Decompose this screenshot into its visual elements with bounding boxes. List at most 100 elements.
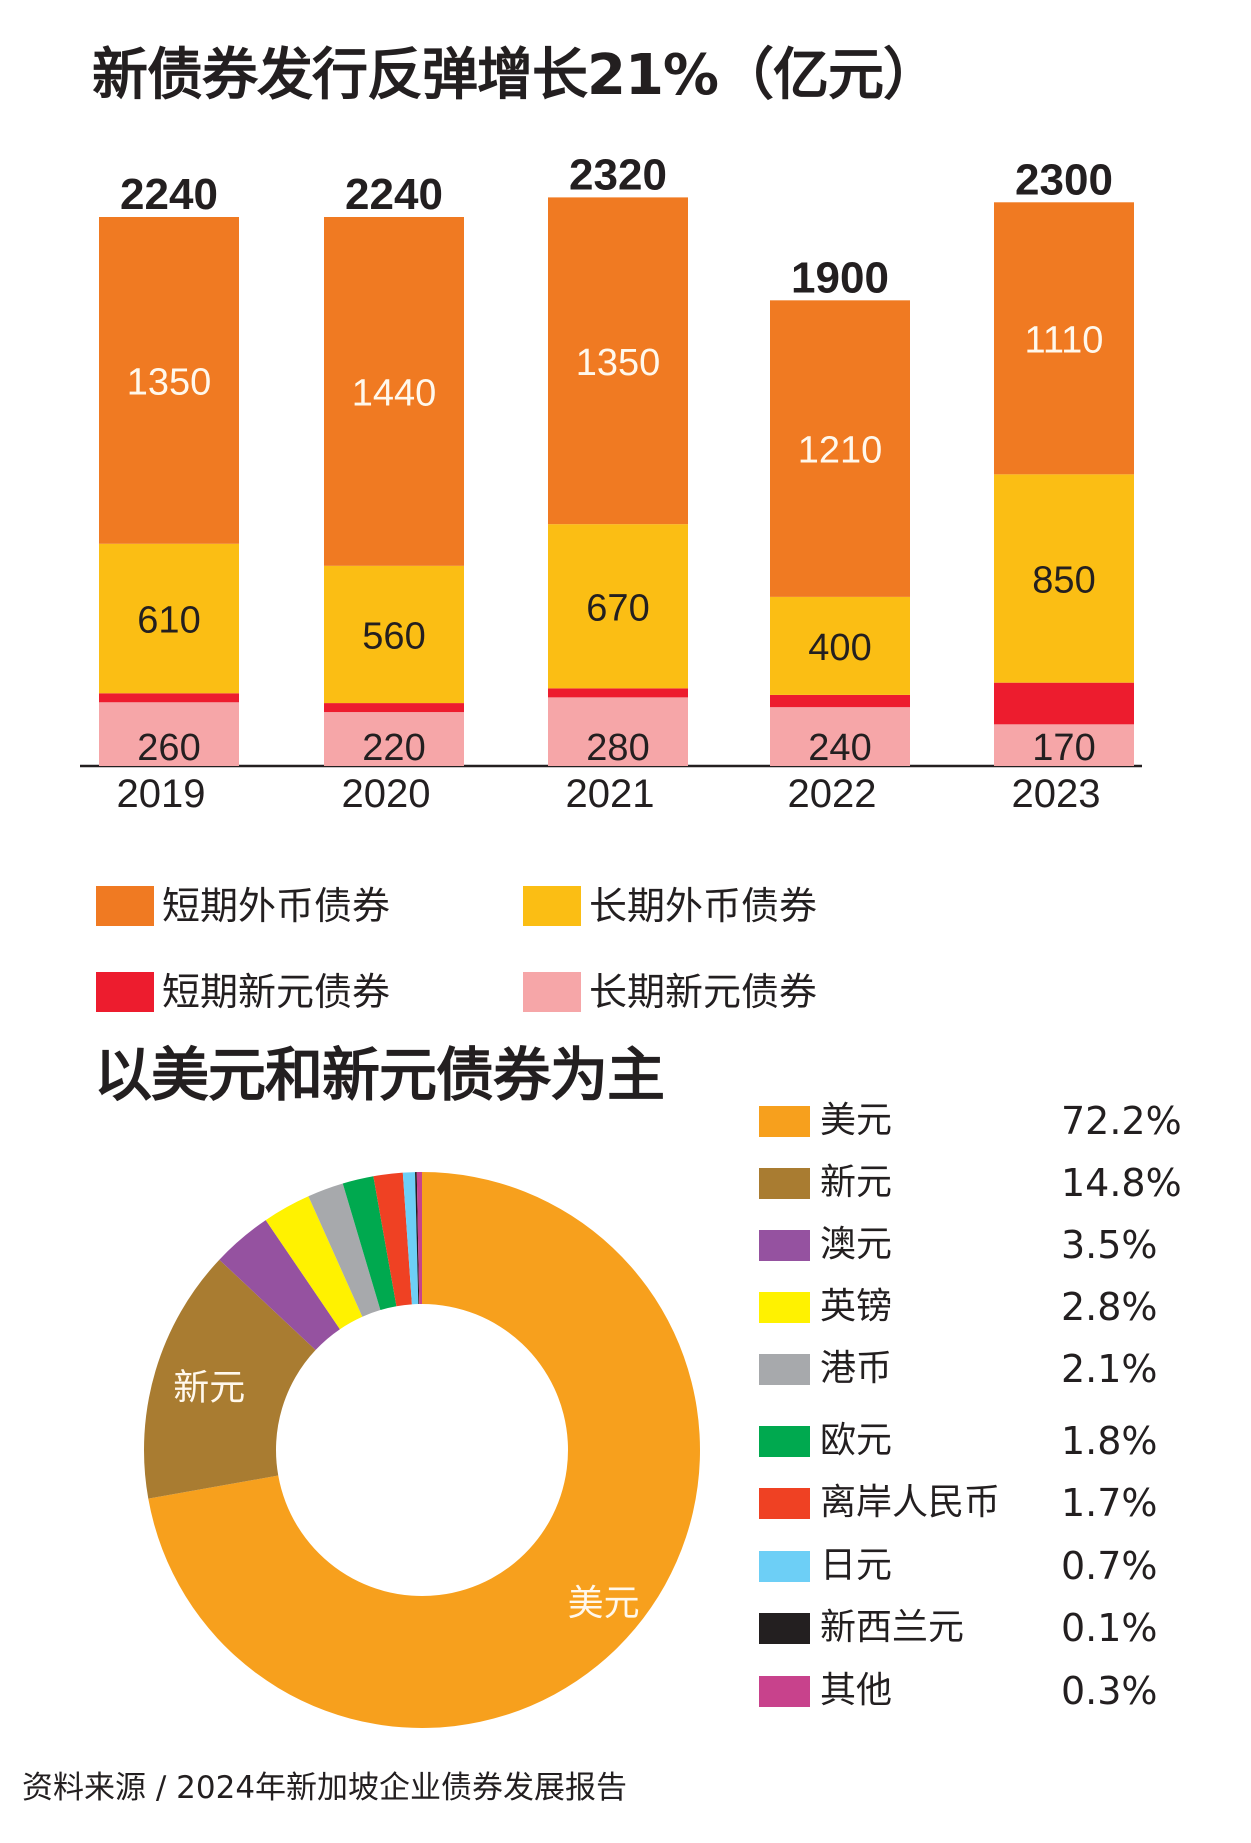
bar-segment xyxy=(770,707,910,766)
bar-total-label: 2300 xyxy=(1015,155,1113,204)
donut-legend-item: 美元 72.2% xyxy=(759,1100,1182,1141)
legend-item: 长期外币债券 xyxy=(523,886,817,926)
bar-segment xyxy=(994,682,1134,725)
bar-segment xyxy=(994,724,1134,766)
donut-slice xyxy=(402,1172,419,1305)
legend-percent: 14.8% xyxy=(1061,1161,1182,1205)
x-tick-label: 2023 xyxy=(1012,772,1101,816)
legend-swatch xyxy=(759,1291,810,1323)
bar-total-label: 2240 xyxy=(120,170,218,219)
legend-label: 欧元 xyxy=(820,1420,893,1461)
legend-percent: 72.2% xyxy=(1061,1099,1182,1143)
donut-slice xyxy=(148,1172,700,1728)
bar-group-2022: 240 400 1210 1900 xyxy=(770,253,910,769)
donut-slice xyxy=(308,1183,381,1317)
donut-legend-item: 新西兰元 0.1% xyxy=(759,1607,1158,1648)
donut-legend-item: 港币 2.1% xyxy=(759,1350,1158,1388)
bar-segment-label: 170 xyxy=(1032,727,1095,769)
donut-legend-item: 离岸人民币 1.7% xyxy=(759,1482,1158,1523)
donut-slice-label: 美元 xyxy=(568,1583,640,1624)
bar-group-2019: 260 610 1350 2240 xyxy=(99,170,239,769)
bar-total-label: 1900 xyxy=(791,253,889,302)
donut-slice xyxy=(415,1172,420,1305)
legend-swatch xyxy=(523,886,581,926)
bar-segment xyxy=(770,300,910,597)
legend-swatch xyxy=(759,1425,810,1457)
legend-swatch xyxy=(759,1229,810,1261)
donut-slice xyxy=(373,1172,412,1307)
legend-percent: 0.1% xyxy=(1061,1606,1158,1650)
legend-item: 短期外币债券 xyxy=(96,886,390,926)
donut-slice xyxy=(342,1176,397,1311)
bar-segment xyxy=(324,712,464,766)
bar-segment xyxy=(548,697,688,766)
donut-legend-item: 日元 0.7% xyxy=(759,1545,1158,1586)
donut-slice xyxy=(416,1172,422,1305)
legend-label: 日元 xyxy=(820,1545,893,1586)
bar-segment-label: 280 xyxy=(586,727,649,769)
legend-item: 短期新元债券 xyxy=(96,972,390,1012)
bar-segment xyxy=(770,694,910,708)
stacked-bar-chart: 260 610 1350 2240 2019 220 560 1440 2240 2020 280 6… xyxy=(80,150,1142,816)
bar-segment-label: 240 xyxy=(808,727,871,769)
bar-segment-label: 260 xyxy=(137,727,200,769)
bar-segment-label: 560 xyxy=(362,615,425,657)
donut-legend-item: 澳元 3.5% xyxy=(759,1224,1158,1265)
bar-segment xyxy=(994,202,1134,475)
donut-slice xyxy=(144,1259,316,1499)
legend-label: 澳元 xyxy=(820,1224,893,1265)
bar-total-label: 2320 xyxy=(569,150,667,199)
bar-segment xyxy=(324,217,464,566)
bar-segment xyxy=(99,217,239,544)
legend-swatch xyxy=(759,1167,810,1199)
bar-segment-label: 850 xyxy=(1032,560,1095,602)
legend-swatch xyxy=(759,1487,810,1519)
legend-label: 英镑 xyxy=(820,1286,893,1327)
donut-legend-item: 其他 0.3% xyxy=(759,1672,1158,1710)
bar-segment-label: 1110 xyxy=(1025,319,1104,361)
donut-legend-item: 新元 14.8% xyxy=(759,1162,1182,1203)
bar-total-label: 2240 xyxy=(345,170,443,219)
donut-slice-label: 新元 xyxy=(173,1368,245,1409)
bar-group-2023: 170 850 1110 2300 xyxy=(994,155,1134,769)
bar-segment xyxy=(99,702,239,766)
legend-label: 新西兰元 xyxy=(820,1607,965,1648)
legend-label: 长期新元债券 xyxy=(589,970,818,1014)
bar-segment xyxy=(99,543,239,694)
legend-swatch xyxy=(759,1105,810,1137)
legend-label: 长期外币债券 xyxy=(589,884,818,928)
bar-segment-label: 400 xyxy=(808,627,871,669)
bar-segment-label: 1350 xyxy=(127,361,212,403)
x-tick-label: 2019 xyxy=(117,772,206,816)
bar-segment xyxy=(770,596,910,695)
bar-chart-title: 新债券发行反弹增长21%（亿元） xyxy=(92,43,939,108)
bar-segment xyxy=(548,524,688,689)
bar-segment xyxy=(994,474,1134,683)
bar-segment-label: 1210 xyxy=(798,430,883,472)
legend-label: 美元 xyxy=(820,1100,893,1141)
legend-percent: 2.1% xyxy=(1061,1347,1158,1391)
legend-label: 新元 xyxy=(820,1162,893,1203)
source-footnote: 资料来源 / 2024年新加坡企业债券发展报告 xyxy=(22,1770,628,1806)
legend-swatch xyxy=(759,1675,810,1707)
bar-segment-label: 1440 xyxy=(352,372,437,414)
bar-segment xyxy=(324,703,464,713)
x-tick-label: 2021 xyxy=(566,772,655,816)
legend-swatch xyxy=(96,972,154,1012)
bar-segment-label: 610 xyxy=(137,600,200,642)
donut-legend-item: 欧元 1.8% xyxy=(759,1420,1158,1461)
x-tick-label: 2020 xyxy=(342,772,431,816)
x-tick-label: 2022 xyxy=(788,772,877,816)
bar-segment xyxy=(548,197,688,525)
legend-percent: 3.5% xyxy=(1061,1223,1158,1267)
legend-percent: 0.3% xyxy=(1061,1669,1158,1713)
bar-segment-label: 670 xyxy=(586,587,649,629)
bar-group-2020: 220 560 1440 2240 xyxy=(324,170,464,769)
legend-percent: 0.7% xyxy=(1061,1544,1158,1588)
legend-swatch xyxy=(759,1550,810,1582)
legend-percent: 1.8% xyxy=(1061,1419,1158,1463)
bar-segment xyxy=(99,693,239,703)
legend-item: 长期新元债券 xyxy=(523,972,817,1012)
legend-percent: 2.8% xyxy=(1061,1285,1158,1329)
legend-label: 离岸人民币 xyxy=(820,1482,1001,1523)
